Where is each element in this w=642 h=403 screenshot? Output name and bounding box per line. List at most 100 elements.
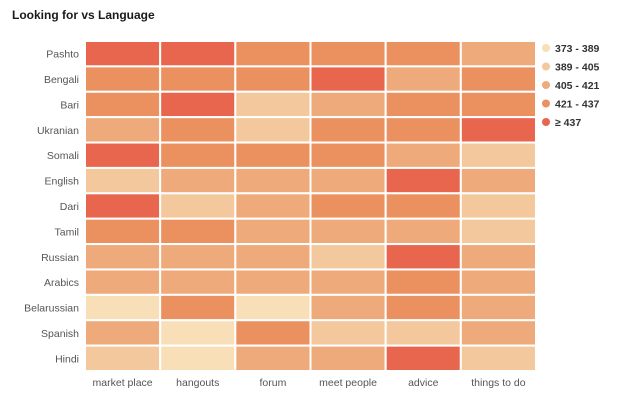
heatmap-cell[interactable] [459,166,538,195]
heatmap-cell[interactable] [159,268,237,296]
legend-item[interactable]: 373 - 389 [542,43,600,55]
heatmap-cell[interactable] [159,319,237,347]
legend-item[interactable]: 389 - 405 [542,62,600,74]
heatmap-cell[interactable] [234,166,312,195]
heatmap-cell[interactable] [459,293,538,322]
heatmap-cells [84,40,538,373]
heatmap-cell[interactable] [234,217,312,246]
heatmap-cell[interactable] [84,268,162,296]
heatmap-cell[interactable] [159,90,237,119]
heatmap-cell[interactable] [459,90,538,119]
legend-item[interactable]: 405 - 421 [542,80,600,92]
heatmap-cell[interactable] [234,293,312,322]
legend-label: 373 - 389 [555,43,600,55]
heatmap-cell[interactable] [309,344,387,373]
heatmap-cell[interactable] [459,319,538,347]
y-tick-label: Hindi [55,353,79,365]
heatmap-cell[interactable] [384,65,462,93]
heatmap-cell[interactable] [84,116,162,144]
heatmap-cell[interactable] [309,243,387,271]
heatmap-cell[interactable] [309,293,387,322]
y-tick-label: Ukranian [37,125,79,137]
heatmap-cell[interactable] [84,65,162,93]
heatmap-cell[interactable] [309,40,387,68]
heatmap-cell[interactable] [84,319,162,347]
x-tick-label: advice [408,377,439,389]
heatmap-cell[interactable] [459,243,538,271]
heatmap-cell[interactable] [234,141,312,169]
heatmap-cell[interactable] [159,116,237,144]
heatmap-cell[interactable] [159,166,237,195]
heatmap-cell[interactable] [309,65,387,93]
heatmap-cell[interactable] [309,141,387,169]
x-tick-label: market place [93,377,153,389]
heatmap-cell[interactable] [309,217,387,246]
heatmap-cell[interactable] [459,344,538,373]
heatmap-cell[interactable] [84,293,162,322]
chart-title: Looking for vs Language [12,8,155,22]
legend-swatch [542,44,550,52]
heatmap-cell[interactable] [159,65,237,93]
heatmap-cell[interactable] [234,40,312,68]
heatmap-cell[interactable] [459,192,538,220]
heatmap-cell[interactable] [384,217,462,246]
heatmap-cell[interactable] [234,268,312,296]
heatmap-cell[interactable] [384,141,462,169]
heatmap-cell[interactable] [384,344,462,373]
heatmap-cell[interactable] [384,268,462,296]
heatmap-cell[interactable] [459,65,538,93]
x-tick-label: hangouts [176,377,219,389]
heatmap-cell[interactable] [459,217,538,246]
heatmap-cell[interactable] [309,90,387,119]
heatmap-cell[interactable] [309,116,387,144]
heatmap-cell[interactable] [159,192,237,220]
heatmap-cell[interactable] [234,344,312,373]
heatmap-cell[interactable] [459,116,538,144]
heatmap-cell[interactable] [309,319,387,347]
legend-item[interactable]: 421 - 437 [542,99,600,111]
heatmap-cell[interactable] [84,192,162,220]
heatmap-cell[interactable] [384,293,462,322]
y-tick-label: Belarussian [24,303,79,315]
legend-swatch [542,81,550,89]
heatmap-cell[interactable] [234,319,312,347]
heatmap-cell[interactable] [234,243,312,271]
heatmap-cell[interactable] [159,141,237,169]
heatmap-cell[interactable] [234,65,312,93]
heatmap-cell[interactable] [234,116,312,144]
heatmap-cell[interactable] [159,217,237,246]
heatmap-cell[interactable] [384,166,462,195]
heatmap-cell[interactable] [234,90,312,119]
legend-swatch [542,62,550,71]
heatmap-cell[interactable] [309,166,387,195]
heatmap-cell[interactable] [309,192,387,220]
heatmap-cell[interactable] [84,90,162,119]
y-tick-label: Somali [47,150,79,162]
heatmap-cell[interactable] [459,268,538,296]
heatmap-cell[interactable] [384,116,462,144]
y-tick-label: Tamil [54,226,79,238]
heatmap-cell[interactable] [84,243,162,271]
legend-swatch [542,99,550,108]
heatmap-cell[interactable] [459,40,538,68]
heatmap-cell[interactable] [384,192,462,220]
heatmap-cell[interactable] [84,344,162,373]
heatmap-cell[interactable] [84,166,162,195]
legend-item[interactable]: ≥ 437 [542,117,581,129]
heatmap-cell[interactable] [459,141,538,169]
legend-label: 405 - 421 [555,80,600,92]
heatmap-cell[interactable] [384,319,462,347]
heatmap-cell[interactable] [159,243,237,271]
heatmap-cell[interactable] [159,293,237,322]
heatmap-cell[interactable] [309,268,387,296]
heatmap-cell[interactable] [384,90,462,119]
heatmap-cell[interactable] [384,243,462,271]
heatmap-cell[interactable] [159,344,237,373]
heatmap-cell[interactable] [234,192,312,220]
heatmap-cell[interactable] [84,217,162,246]
heatmap-cell[interactable] [84,141,162,169]
heatmap-cell[interactable] [84,40,162,68]
heatmap-cell[interactable] [159,40,237,68]
heatmap-cell[interactable] [384,40,462,68]
